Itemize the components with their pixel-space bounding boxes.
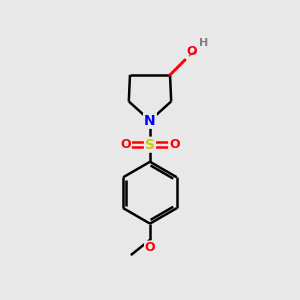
Text: O: O: [169, 138, 180, 151]
Text: N: N: [144, 114, 156, 128]
Text: S: S: [145, 138, 155, 152]
Text: O: O: [186, 45, 197, 58]
Text: O: O: [120, 138, 131, 151]
Text: O: O: [145, 241, 155, 254]
Text: N: N: [144, 114, 156, 128]
Text: H: H: [199, 38, 208, 48]
